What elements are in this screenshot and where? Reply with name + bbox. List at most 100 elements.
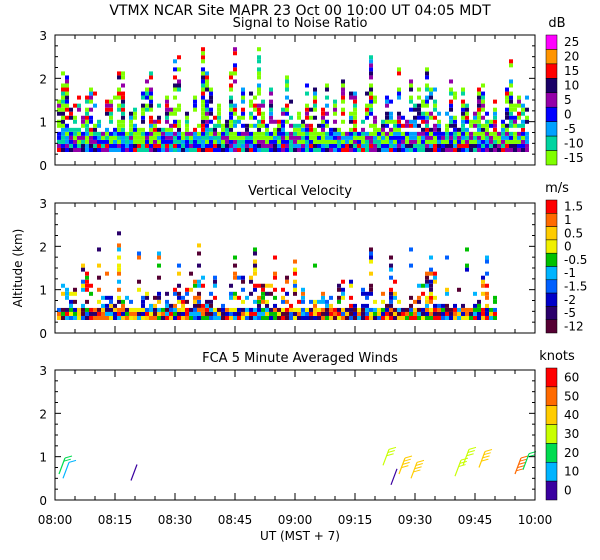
snr-cell — [165, 148, 169, 152]
snr-cell — [377, 131, 381, 136]
velocity-cell — [401, 307, 405, 312]
snr-cell — [173, 87, 177, 92]
snr-cell — [241, 111, 245, 116]
snr-cell — [93, 123, 97, 128]
velocity-cell — [117, 299, 121, 304]
velocity-cell — [165, 303, 169, 308]
snr-cell — [477, 123, 481, 128]
snr-cell — [325, 131, 329, 136]
snr-cell — [437, 131, 441, 136]
velocity-cell — [353, 311, 357, 316]
snr-cell — [525, 135, 529, 140]
snr-cell — [393, 143, 397, 148]
snr-cell — [213, 123, 217, 128]
velocity-cell — [409, 303, 413, 308]
velocity-cell — [409, 307, 413, 312]
snr-cell — [197, 135, 201, 140]
velocity-cell — [193, 311, 197, 316]
snr-cell — [221, 148, 225, 152]
snr-cell — [321, 123, 325, 128]
velocity-cell — [353, 303, 357, 308]
velocity-cell — [117, 287, 121, 292]
velocity-cell — [173, 291, 177, 296]
y-tick-label: 2 — [39, 72, 47, 86]
snr-cell — [193, 143, 197, 148]
velocity-cell — [265, 303, 269, 308]
velocity-cell — [73, 299, 77, 304]
velocity-cell — [437, 303, 441, 308]
snr-cell — [177, 55, 181, 60]
snr-cell — [481, 135, 485, 140]
snr-cell — [117, 75, 121, 80]
snr-cell — [181, 131, 185, 136]
snr-cell — [285, 107, 289, 112]
velocity-cell — [481, 275, 485, 280]
snr-cell — [201, 107, 205, 112]
snr-cell — [509, 115, 513, 120]
snr-cell — [217, 139, 221, 144]
snr-cell — [281, 107, 285, 112]
colorbar-swatch — [545, 443, 558, 463]
velocity-cell — [445, 311, 449, 316]
velocity-cell — [193, 279, 197, 284]
snr-cell — [425, 103, 429, 108]
snr-cell — [133, 111, 137, 116]
snr-cell — [201, 87, 205, 92]
snr-cell — [425, 143, 429, 148]
velocity-cell — [465, 311, 469, 316]
x-tick-label: 09:15 — [338, 513, 373, 527]
snr-cell — [473, 115, 477, 120]
velocity-cell — [313, 303, 317, 308]
snr-cell — [417, 143, 421, 148]
velocity-cell — [413, 316, 417, 320]
velocity-cell — [137, 287, 141, 292]
snr-cell — [189, 139, 193, 144]
velocity-cell — [361, 307, 365, 312]
snr-cell — [473, 135, 477, 140]
velocity-cell — [157, 307, 161, 312]
snr-cell — [157, 103, 161, 108]
snr-cell — [277, 143, 281, 148]
snr-cell — [269, 99, 273, 104]
velocity-cell — [181, 303, 185, 308]
snr-cell — [173, 139, 177, 144]
velocity-cell — [249, 316, 253, 320]
snr-cell — [269, 143, 273, 148]
velocity-cell — [425, 307, 429, 312]
snr-cell — [141, 139, 145, 144]
snr-cell — [97, 139, 101, 144]
snr-cell — [417, 131, 421, 136]
snr-cell — [413, 148, 417, 152]
snr-cell — [97, 131, 101, 136]
snr-cell — [269, 115, 273, 120]
snr-cell — [229, 123, 233, 128]
snr-cell — [297, 111, 301, 116]
velocity-cell — [189, 311, 193, 316]
velocity-cell — [197, 303, 201, 308]
snr-cell — [201, 131, 205, 136]
snr-cell — [449, 99, 453, 104]
velocity-cell — [369, 247, 373, 252]
snr-cell — [245, 143, 249, 148]
snr-cell — [233, 143, 237, 148]
velocity-cell — [429, 291, 433, 296]
snr-cell — [461, 111, 465, 116]
velocity-cell — [361, 287, 365, 292]
snr-cell — [365, 148, 369, 152]
velocity-cell — [193, 299, 197, 304]
snr-cell — [449, 91, 453, 96]
velocity-cell — [377, 316, 381, 320]
snr-cell — [153, 119, 157, 124]
snr-cell — [509, 91, 513, 96]
velocity-cell — [485, 271, 489, 276]
velocity-cell — [109, 303, 113, 308]
velocity-cell — [253, 271, 257, 276]
snr-cell — [113, 127, 117, 132]
snr-cell — [369, 59, 373, 64]
velocity-cell — [453, 307, 457, 312]
velocity-cell — [69, 311, 73, 316]
snr-cell — [493, 111, 497, 116]
snr-cell — [413, 123, 417, 128]
snr-cell — [417, 95, 421, 100]
snr-cell — [473, 123, 477, 128]
